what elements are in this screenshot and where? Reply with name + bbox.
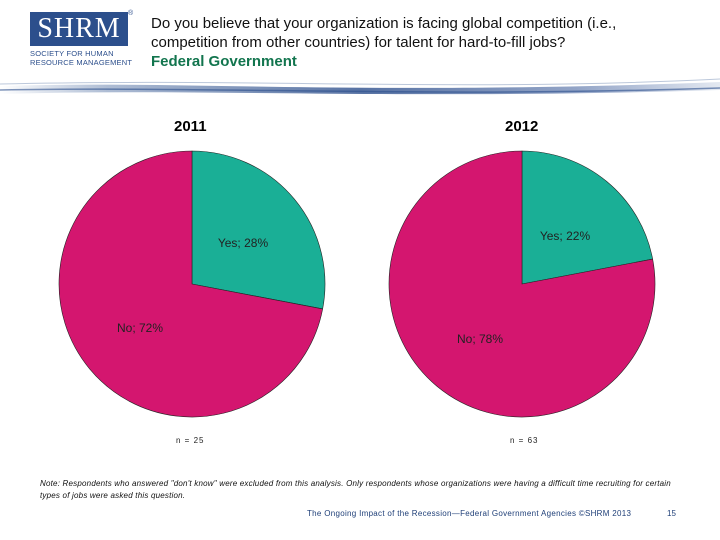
slide-title: Do you believe that your organization is… xyxy=(151,14,691,71)
pie-slice-yes xyxy=(191,150,326,310)
pie-slice-yes xyxy=(521,150,653,285)
header-band xyxy=(0,78,720,95)
chart-title-2012: 2012 xyxy=(505,118,539,135)
logo-mark: SHRM xyxy=(30,12,128,46)
footer-source: The Ongoing Impact of the Recession—Fede… xyxy=(307,509,632,518)
logo-registered: ® xyxy=(128,10,134,17)
n-label-2012: n = 63 xyxy=(510,436,539,445)
pie-slice-no xyxy=(58,150,323,418)
data-label-no: No; 72% xyxy=(117,321,163,335)
page-number: 15 xyxy=(667,509,676,518)
pie-2011: Yes; 28% No; 72% xyxy=(58,150,326,418)
data-label-yes: Yes; 22% xyxy=(540,229,591,243)
data-label-no: No; 78% xyxy=(457,332,503,346)
pie-slice-no xyxy=(388,150,656,418)
shrm-logo: SHRM ® SOCIETY FOR HUMAN RESOURCE MANAGE… xyxy=(30,10,134,72)
n-label-2011: n = 25 xyxy=(176,436,205,445)
footnote: Note: Respondents who answered "don't kn… xyxy=(40,479,671,500)
question-text: Do you believe that your organization is… xyxy=(151,15,617,51)
logo-subtitle: SOCIETY FOR HUMAN RESOURCE MANAGEMENT xyxy=(30,49,133,67)
data-label-yes: Yes; 28% xyxy=(218,236,269,250)
slide-subtitle: Federal Government xyxy=(151,53,297,70)
pie-2012: Yes; 22% No; 78% xyxy=(388,150,656,418)
chart-title-2011: 2011 xyxy=(174,118,207,135)
